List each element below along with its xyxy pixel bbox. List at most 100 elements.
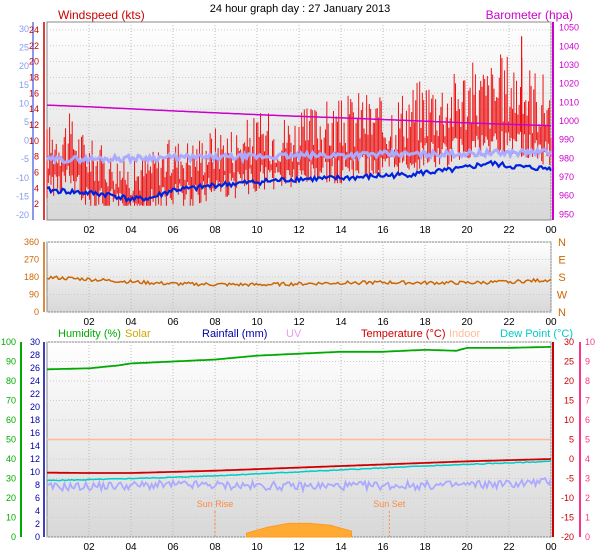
windspeed-tick-label-5: 12 — [29, 120, 39, 130]
temperature-line — [46, 458, 552, 474]
rain-tick-label-0: 0 — [35, 532, 40, 542]
p3-x-tick-label-6: 14 — [335, 542, 347, 553]
p3-x-tick-label-3: 08 — [209, 542, 221, 553]
direction-tick-label-1: 90 — [29, 290, 39, 300]
panel1-temp-tick-label-6: 10 — [19, 98, 29, 108]
barometer-tick-label-6: 1010 — [559, 97, 579, 107]
p3-x-tick-label-2: 06 — [167, 542, 179, 553]
sun-rise-label: Sun Rise — [197, 499, 234, 509]
uv-tick-label-0: 0 — [585, 532, 590, 542]
temperature-tick-label-3: -5 — [566, 474, 574, 484]
humidity-tick-label-7: 70 — [6, 396, 16, 406]
p1-x-tick-label-6: 14 — [335, 225, 347, 236]
temperature-tick-label-10: 30 — [564, 337, 574, 347]
rain-tick-label-5: 10 — [30, 467, 40, 477]
p2-x-tick-label-3: 08 — [209, 317, 221, 328]
panel1-temp-tick-label-3: -5 — [21, 154, 29, 164]
uv-tick-label-8: 8 — [585, 376, 590, 386]
compass-label-3: E — [558, 255, 565, 267]
uv-tick-label-1: 1 — [585, 513, 590, 523]
p3-x-tick-label-11: 00 — [545, 542, 557, 553]
windspeed-tick-label-4: 10 — [29, 136, 39, 146]
rain-tick-label-12: 24 — [30, 376, 40, 386]
humidity-tick-label-9: 90 — [6, 357, 16, 367]
rainfall-gust-line — [46, 476, 552, 494]
humidity-tick-label-4: 40 — [6, 454, 16, 464]
windspeed-tick-label-7: 16 — [29, 88, 39, 98]
p3-x-tick-label-0: 02 — [83, 542, 95, 553]
page-title: 24 hour graph day : 27 January 2013 — [210, 3, 390, 15]
uv-tick-label-3: 3 — [585, 474, 590, 484]
barometer-label: Barometer (hpa) — [486, 8, 573, 22]
compass-label-4: N — [558, 237, 566, 249]
barometer-tick-label-4: 990 — [559, 135, 574, 145]
temperature-tick-label-6: 10 — [564, 415, 574, 425]
sun-set-label: Sun Set — [373, 499, 406, 509]
rain-tick-label-13: 26 — [30, 363, 40, 373]
p3-x-tick-label-10: 22 — [503, 542, 515, 553]
p3-x-tick-label-7: 16 — [377, 542, 389, 553]
humidity-tick-label-0: 0 — [11, 532, 16, 542]
uv-tick-label-4: 4 — [585, 454, 590, 464]
humidity-tick-label-5: 50 — [6, 435, 16, 445]
rain-tick-label-3: 6 — [35, 493, 40, 503]
rain-tick-label-10: 20 — [30, 402, 40, 412]
panel1-temp-tick-label-5: 5 — [24, 117, 29, 127]
barometer-tick-label-8: 1030 — [559, 60, 579, 70]
p1-x-tick-label-1: 04 — [125, 225, 137, 236]
windspeed-tick-label-10: 22 — [29, 41, 39, 51]
compass-label-2: S — [558, 272, 565, 284]
temperature-tick-label-8: 20 — [564, 376, 574, 386]
p2-x-tick-label-5: 12 — [293, 317, 305, 328]
humidity-tick-label-2: 20 — [6, 493, 16, 503]
p3-x-tick-label-1: 04 — [125, 542, 137, 553]
p2-x-tick-label-2: 06 — [167, 317, 179, 328]
barometer-tick-label-7: 1020 — [559, 79, 579, 89]
direction-tick-label-3: 270 — [24, 255, 39, 265]
wind-direction-line — [46, 275, 552, 288]
rain-tick-label-4: 8 — [35, 480, 40, 490]
barometer-line — [46, 104, 552, 127]
temperature-tick-label-5: 5 — [569, 435, 574, 445]
panel1-temp-tick-label-1: -15 — [16, 191, 29, 201]
windspeed-tick-label-2: 6 — [34, 167, 39, 177]
direction-tick-label-2: 180 — [24, 272, 39, 282]
humidity-tick-label-3: 30 — [6, 474, 16, 484]
panel1-temp-tick-label-0: -20 — [16, 210, 29, 220]
p3-x-tick-label-4: 10 — [251, 542, 263, 553]
dew-point-line — [46, 460, 552, 482]
direction-tick-label-0: 0 — [34, 307, 39, 317]
barometer-tick-label-10: 1050 — [559, 23, 579, 33]
barometer-tick-label-3: 980 — [559, 153, 574, 163]
humidity-label: Humidity (%) — [58, 328, 121, 340]
windspeed-tick-label-3: 8 — [34, 152, 39, 162]
humidity-tick-label-1: 10 — [6, 513, 16, 523]
uv-tick-label-10: 10 — [585, 337, 595, 347]
p3-x-tick-label-8: 18 — [419, 542, 431, 553]
uv-tick-label-5: 5 — [585, 435, 590, 445]
windspeed-tick-label-8: 18 — [29, 72, 39, 82]
temperature-tick-label-0: -20 — [561, 532, 574, 542]
p1-x-tick-label-0: 02 — [83, 225, 95, 236]
panel1-temp-tick-label-8: 20 — [19, 61, 29, 71]
p2-x-tick-label-11: 00 — [545, 317, 557, 328]
gust-temperature-line — [45, 145, 553, 166]
compass-label-1: W — [557, 290, 568, 302]
humidity-tick-label-10: 100 — [1, 337, 16, 347]
p2-x-tick-label-6: 14 — [335, 317, 347, 328]
uv-tick-label-9: 9 — [585, 357, 590, 367]
temperature-tick-label-1: -15 — [561, 513, 574, 523]
p1-x-tick-label-2: 06 — [167, 225, 179, 236]
temperature-tick-label-7: 15 — [564, 396, 574, 406]
temperature-tick-label-9: 25 — [564, 357, 574, 367]
rain-tick-label-15: 30 — [30, 337, 40, 347]
p1-x-tick-label-11: 00 — [545, 225, 557, 236]
humidity-tick-label-6: 60 — [6, 415, 16, 425]
uv-tick-label-6: 6 — [585, 415, 590, 425]
windspeed-tick-label-9: 20 — [29, 57, 39, 67]
rain-tick-label-11: 22 — [30, 389, 40, 399]
p2-x-tick-label-8: 18 — [419, 317, 431, 328]
